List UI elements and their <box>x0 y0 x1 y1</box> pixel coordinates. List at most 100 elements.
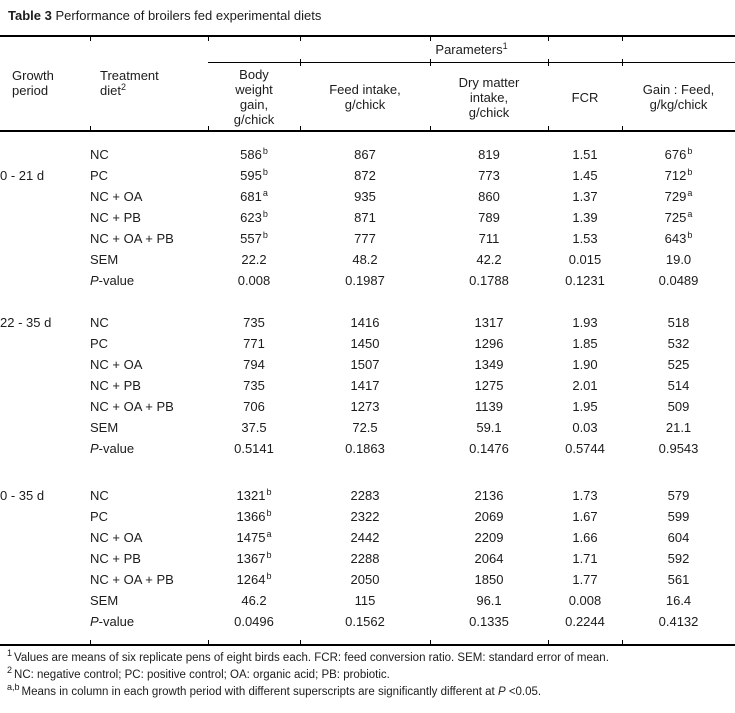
table-row: 0 - 21 d PC 595b 872 773 1.45 712b <box>0 165 735 186</box>
value-cell: 0.1987 <box>345 273 385 288</box>
col-header-feed-intake: Feed intake, g/chick <box>329 82 401 112</box>
value-cell: 0.5744 <box>565 441 605 456</box>
significance-superscript: b <box>262 209 268 219</box>
value-cell: 771 <box>243 336 265 351</box>
header-rule <box>0 130 735 132</box>
diet-cell: NC + PB <box>90 210 141 225</box>
column-boundary-tick <box>300 640 301 646</box>
value-cell: 1296 <box>474 336 504 351</box>
diet-cell: NC + OA + PB <box>90 399 174 414</box>
table-row: NC + OA 681a 935 860 1.37 729a <box>0 186 735 207</box>
diet-cell: PC <box>90 336 109 351</box>
value-cell: 0.1335 <box>469 614 509 629</box>
value-cell: 712b <box>664 167 693 184</box>
significance-superscript: a <box>266 529 272 539</box>
value-cell: 0.015 <box>568 252 602 267</box>
growth-period-cell <box>0 186 90 207</box>
diet-cell: NC <box>90 147 109 162</box>
column-boundary-tick <box>548 126 549 132</box>
growth-period-cell <box>0 548 90 569</box>
value-cell: 595b <box>240 167 268 184</box>
value-cell: 2442 <box>350 530 380 545</box>
column-boundary-tick <box>622 59 623 66</box>
footnotes: 1 Values are means of six replicate pens … <box>7 649 729 701</box>
spacer-row <box>0 632 735 644</box>
value-cell: 1.39 <box>572 210 598 225</box>
value-cell: 1416 <box>350 315 380 330</box>
col-header-dry-matter-intake: Dry matter intake, g/chick <box>458 74 520 120</box>
column-boundary-tick <box>548 36 549 41</box>
column-boundary-tick <box>548 640 549 646</box>
diet-cell: NC + PB <box>90 378 141 393</box>
parameters-group-header: Parameters1 <box>435 41 508 58</box>
value-cell: 1367b <box>236 550 272 567</box>
table-title-number: Table 3 <box>8 8 52 23</box>
growth-period-cell <box>0 144 90 165</box>
value-cell: 561 <box>667 572 690 587</box>
column-boundary-tick <box>90 640 91 646</box>
value-cell: 1273 <box>350 399 380 414</box>
significance-superscript: b <box>262 230 268 240</box>
value-cell: 2322 <box>350 509 380 524</box>
value-cell: 37.5 <box>241 420 267 435</box>
value-cell: 1.53 <box>572 231 598 246</box>
column-boundary-tick <box>622 640 623 646</box>
value-cell: 1.51 <box>572 147 598 162</box>
value-cell: 2283 <box>350 488 380 503</box>
significance-superscript: b <box>687 167 693 177</box>
column-boundary-tick <box>300 126 301 132</box>
value-cell: 1.66 <box>572 530 598 545</box>
growth-period-cell <box>0 207 90 228</box>
value-cell: 1.95 <box>572 399 598 414</box>
value-cell: 2209 <box>474 530 504 545</box>
parameters-group-row: Growth period Treatment diet2 Parameters… <box>0 35 735 98</box>
value-cell: 706 <box>243 399 265 414</box>
value-cell: 518 <box>667 315 690 330</box>
significance-superscript: b <box>266 571 272 581</box>
value-cell: 860 <box>478 189 500 204</box>
value-cell: 867 <box>354 147 376 162</box>
value-cell: 48.2 <box>352 252 378 267</box>
spacer-row <box>0 130 735 144</box>
value-cell: 0.008 <box>237 273 271 288</box>
value-cell: 871 <box>354 210 376 225</box>
footnote: 2 NC: negative control; PC: positive cont… <box>7 665 390 682</box>
value-cell: 0.1788 <box>469 273 509 288</box>
column-boundary-tick <box>622 126 623 132</box>
col-header-fcr: FCR <box>571 89 599 105</box>
value-cell: 0.0496 <box>234 614 274 629</box>
value-cell: 0.1863 <box>345 441 385 456</box>
table-title: Table 3 Performance of broilers fed expe… <box>8 8 321 23</box>
table-row: SEM 22.2 48.2 42.2 0.015 19.0 <box>0 249 735 270</box>
value-cell: 46.2 <box>241 593 267 608</box>
value-cell: 1850 <box>474 572 504 587</box>
growth-period-cell <box>0 270 90 291</box>
value-cell: 115 <box>354 593 376 608</box>
col-header-body-weight-gain: Body weight gain, g/chick <box>233 67 275 127</box>
value-cell: 509 <box>667 399 690 414</box>
value-cell: 623b <box>240 209 268 226</box>
spacer-row <box>0 291 735 312</box>
table-row: SEM 37.5 72.5 59.1 0.03 21.1 <box>0 417 735 438</box>
value-cell: 643b <box>664 230 693 247</box>
significance-superscript: a <box>687 188 693 198</box>
table-title-text: Performance of broilers fed experimental… <box>51 8 322 23</box>
value-cell: 0.9543 <box>658 441 699 456</box>
value-cell: 1349 <box>474 357 504 372</box>
value-cell: 59.1 <box>476 420 502 435</box>
table-row: NC + OA 794 1507 1349 1.90 525 <box>0 354 735 375</box>
value-cell: 1317 <box>474 315 504 330</box>
value-cell: 42.2 <box>476 252 502 267</box>
table-row: SEM 46.2 115 96.1 0.008 16.4 <box>0 590 735 611</box>
value-cell: 599 <box>667 509 690 524</box>
diet-cell: NC + OA + PB <box>90 231 174 246</box>
value-cell: 1.90 <box>572 357 598 372</box>
table-row: 22 - 35 d NC 735 1416 1317 1.93 518 <box>0 312 735 333</box>
spacer-row <box>0 459 735 485</box>
value-cell: 0.5141 <box>234 441 274 456</box>
col-header-gain-feed: Gain : Feed, g/kg/chick <box>642 82 715 112</box>
growth-period-cell <box>0 228 90 249</box>
value-cell: 0.1231 <box>565 273 605 288</box>
column-boundary-tick <box>430 59 431 66</box>
